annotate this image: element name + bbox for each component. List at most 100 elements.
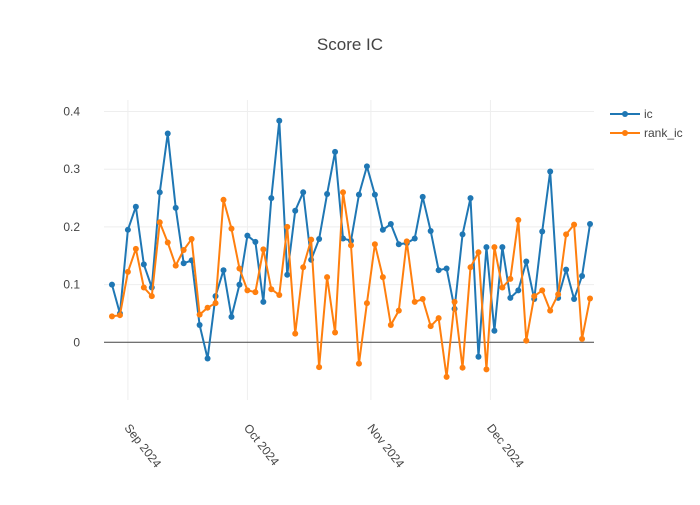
data-point	[108, 281, 115, 288]
data-point	[355, 360, 362, 367]
data-point	[419, 193, 426, 200]
data-point	[276, 117, 283, 124]
series-layer	[108, 117, 594, 380]
data-point	[164, 130, 171, 137]
data-point	[579, 272, 586, 279]
y-tick-label: 0.3	[63, 162, 80, 176]
data-point	[196, 311, 203, 318]
data-point	[340, 235, 347, 242]
grid-layer	[104, 100, 594, 400]
data-point	[563, 231, 570, 238]
data-point	[260, 298, 267, 305]
legend-label: ic	[644, 107, 653, 121]
data-point	[491, 327, 498, 334]
data-point	[260, 246, 267, 253]
data-point	[220, 267, 227, 274]
data-point	[300, 264, 307, 271]
data-point	[156, 189, 163, 196]
data-point	[204, 355, 211, 362]
data-point	[220, 196, 227, 203]
data-point	[371, 191, 378, 198]
data-point	[411, 235, 418, 242]
data-point	[204, 304, 211, 311]
legend-marker	[622, 130, 628, 136]
data-point	[268, 286, 275, 293]
data-point	[515, 217, 522, 223]
data-point	[587, 221, 594, 228]
data-point	[308, 236, 315, 243]
data-point	[403, 238, 410, 245]
y-tick-label: 0.2	[63, 220, 80, 234]
data-point	[507, 275, 514, 282]
data-point	[316, 236, 323, 243]
data-point	[571, 296, 578, 303]
data-point	[371, 241, 378, 248]
data-point	[284, 271, 291, 278]
data-point	[340, 189, 347, 196]
data-point	[316, 364, 323, 371]
data-point	[324, 191, 331, 198]
data-point	[539, 228, 546, 235]
data-point	[108, 313, 115, 320]
data-point	[451, 298, 458, 305]
data-point	[379, 274, 386, 281]
data-point	[563, 266, 570, 273]
data-point	[539, 287, 546, 294]
data-point	[491, 244, 498, 251]
data-point	[116, 312, 123, 319]
data-point	[140, 284, 147, 291]
data-point	[499, 244, 506, 251]
data-point	[507, 294, 514, 301]
data-point	[435, 267, 442, 274]
legend-label: rank_ic	[644, 126, 683, 140]
data-point	[244, 287, 251, 294]
data-point	[332, 148, 339, 155]
data-point	[475, 249, 482, 256]
data-point	[443, 373, 450, 380]
data-point	[467, 264, 474, 271]
data-point	[467, 195, 474, 202]
data-point	[347, 242, 354, 249]
data-point	[459, 231, 466, 238]
legend-item-rank_ic[interactable]: rank_ic	[610, 126, 683, 140]
data-point	[587, 295, 594, 302]
data-point	[252, 289, 259, 296]
data-point	[172, 262, 179, 269]
data-point	[212, 300, 219, 307]
legend[interactable]: ic rank_ic	[610, 107, 683, 140]
legend-marker	[622, 111, 628, 117]
data-point	[228, 225, 235, 232]
data-point	[547, 168, 554, 175]
data-point	[387, 221, 394, 228]
data-point	[523, 258, 530, 265]
data-point	[411, 298, 418, 305]
data-point	[499, 284, 506, 291]
data-point	[284, 223, 291, 230]
data-point	[427, 227, 434, 234]
data-point	[244, 232, 251, 239]
chart-title: Score IC	[317, 35, 383, 54]
data-point	[459, 364, 466, 371]
data-point	[395, 241, 402, 248]
data-point	[132, 203, 139, 210]
data-point	[180, 260, 187, 267]
data-point	[132, 245, 139, 252]
data-point	[196, 322, 203, 328]
data-point	[124, 226, 131, 233]
data-point	[300, 189, 307, 196]
data-point	[419, 296, 426, 303]
data-point	[427, 323, 434, 330]
data-point	[379, 226, 386, 233]
data-point	[252, 238, 259, 245]
data-point	[124, 268, 131, 275]
data-point	[363, 163, 370, 170]
data-point	[475, 353, 482, 360]
data-point	[276, 292, 283, 298]
legend-item-ic[interactable]: ic	[610, 107, 653, 121]
data-point	[228, 313, 235, 320]
data-point	[483, 366, 490, 373]
y-tick-label: 0.4	[63, 105, 80, 119]
